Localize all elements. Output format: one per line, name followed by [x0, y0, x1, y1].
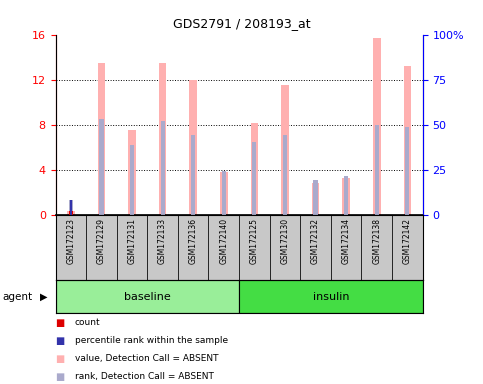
- Text: ■: ■: [56, 336, 65, 346]
- Text: insulin: insulin: [313, 291, 349, 302]
- Bar: [178, 215, 209, 280]
- Bar: [222, 171, 226, 215]
- Text: GSM172134: GSM172134: [341, 218, 351, 265]
- Bar: [98, 63, 105, 215]
- Bar: [189, 80, 197, 215]
- Bar: [300, 215, 331, 280]
- Text: GSM172136: GSM172136: [189, 218, 198, 265]
- Bar: [70, 200, 72, 215]
- Bar: [344, 175, 348, 215]
- Bar: [117, 215, 147, 280]
- Text: percentile rank within the sample: percentile rank within the sample: [75, 336, 228, 345]
- Bar: [128, 131, 136, 215]
- Text: GSM172142: GSM172142: [403, 218, 412, 264]
- Bar: [67, 211, 75, 215]
- Bar: [270, 215, 300, 280]
- Bar: [239, 215, 270, 280]
- Text: value, Detection Call = ABSENT: value, Detection Call = ABSENT: [75, 354, 218, 363]
- Bar: [239, 280, 423, 313]
- Text: ■: ■: [56, 354, 65, 364]
- Bar: [209, 215, 239, 280]
- Bar: [86, 215, 117, 280]
- Bar: [313, 179, 318, 215]
- Bar: [191, 135, 195, 215]
- Bar: [283, 135, 287, 215]
- Bar: [56, 280, 239, 313]
- Bar: [375, 125, 379, 215]
- Text: GSM172123: GSM172123: [66, 218, 75, 264]
- Bar: [281, 85, 289, 215]
- Bar: [220, 172, 227, 215]
- Bar: [251, 122, 258, 215]
- Text: GSM172133: GSM172133: [158, 218, 167, 265]
- Bar: [160, 121, 165, 215]
- Bar: [130, 145, 134, 215]
- Text: count: count: [75, 318, 100, 327]
- Text: ■: ■: [56, 318, 65, 328]
- Text: ▶: ▶: [40, 291, 47, 302]
- Text: baseline: baseline: [124, 291, 170, 302]
- Bar: [56, 215, 86, 280]
- Bar: [392, 215, 423, 280]
- Bar: [147, 215, 178, 280]
- Bar: [312, 184, 319, 215]
- Bar: [159, 63, 167, 215]
- Bar: [252, 142, 256, 215]
- Bar: [99, 119, 103, 215]
- Text: GSM172125: GSM172125: [250, 218, 259, 264]
- Text: GSM172130: GSM172130: [281, 218, 289, 265]
- Text: ■: ■: [56, 372, 65, 382]
- Bar: [331, 215, 361, 280]
- Bar: [405, 127, 410, 215]
- Bar: [69, 211, 73, 215]
- Text: GSM172140: GSM172140: [219, 218, 228, 265]
- Text: GSM172129: GSM172129: [97, 218, 106, 264]
- Bar: [342, 178, 350, 215]
- Text: agent: agent: [2, 291, 32, 302]
- Bar: [361, 215, 392, 280]
- Bar: [373, 38, 381, 215]
- Text: rank, Detection Call = ABSENT: rank, Detection Call = ABSENT: [75, 372, 214, 381]
- Text: GSM172138: GSM172138: [372, 218, 381, 264]
- Text: GSM172132: GSM172132: [311, 218, 320, 264]
- Bar: [69, 200, 73, 215]
- Bar: [403, 66, 411, 215]
- Text: GSM172131: GSM172131: [128, 218, 137, 264]
- Text: GDS2791 / 208193_at: GDS2791 / 208193_at: [173, 17, 310, 30]
